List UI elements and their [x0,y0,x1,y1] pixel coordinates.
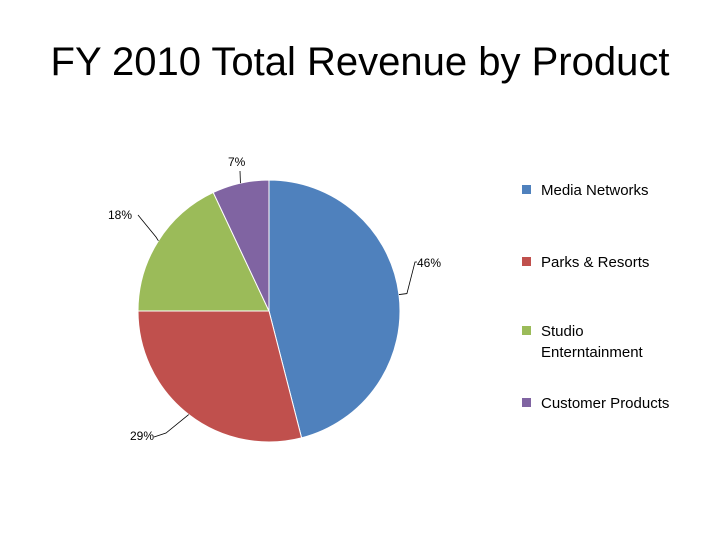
leader-line-studio-entertainment [137,214,159,242]
data-label-media-networks: 46% [417,256,441,270]
legend-swatch-media-networks [522,185,531,194]
leader-line-media-networks [398,261,417,295]
legend-swatch-parks-resorts [522,257,531,266]
legend-label-customer-products: Customer Products [541,395,670,412]
legend-item-media-networks: Media Networks [522,180,681,201]
data-label-parks-resorts: 29% [130,429,154,443]
data-label-customer-products: 7% [228,155,246,169]
data-label-studio-entertainment: 18% [108,208,132,222]
legend-label-media-networks: Media Networks [541,182,649,199]
legend-swatch-customer-products [522,398,531,407]
chart-title: FY 2010 Total Revenue by Product [50,40,670,84]
legend-label-studio-entertainment: Studio Enterntainment [541,323,643,361]
pie-slice-media-networks [268,179,401,439]
leader-line-parks-resorts [153,414,189,438]
legend-swatch-studio-entertainment [522,326,531,335]
legend-label-parks-resorts: Parks & Resorts [541,254,650,271]
legend-item-customer-products: Customer Products [522,393,681,414]
legend-item-studio-entertainment: Studio Enterntainment [522,321,681,363]
legend-item-parks-resorts: Parks & Resorts [522,252,681,273]
pie-slice-studio-entertainment [137,191,270,312]
pie-slice-parks-resorts [137,310,303,443]
pie-slice-customer-products [212,179,270,312]
